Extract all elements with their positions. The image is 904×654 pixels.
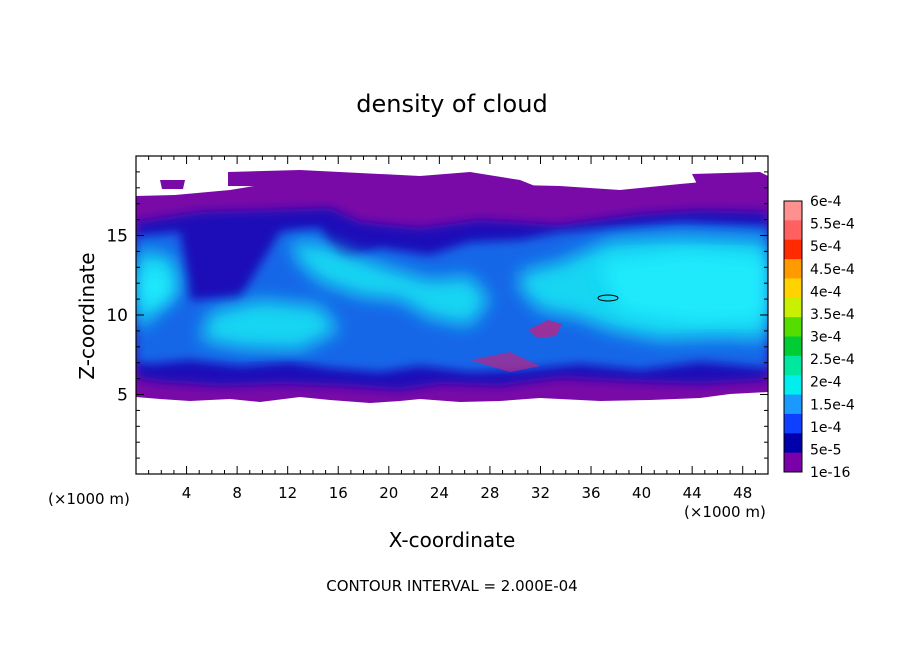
colorbar-label: 2.5e-4 xyxy=(810,352,855,368)
x-tick-label: 12 xyxy=(278,484,297,502)
x-tick-label: 44 xyxy=(683,484,702,502)
colorbar-label: 1e-16 xyxy=(810,465,850,481)
x-tick-label: 36 xyxy=(581,484,600,502)
x-axis-label: X-coordinate xyxy=(389,528,516,552)
x-axis-ticks: 4 8 12 16 20 24 28 32 36 40 44 48 xyxy=(148,156,756,502)
x-tick-label: 32 xyxy=(531,484,550,502)
colorbar-swatch xyxy=(784,336,802,357)
cloud-magenta-streak-2 xyxy=(470,352,540,372)
plot-area xyxy=(136,156,768,474)
cloud-patch-upper-right xyxy=(692,172,768,190)
colorbar-swatch xyxy=(784,413,802,434)
x-tick-label: 8 xyxy=(232,484,242,502)
cloud-magenta-streak-1 xyxy=(528,320,562,338)
colorbar-swatch xyxy=(784,375,802,396)
colorbar-swatch xyxy=(784,259,802,279)
colorbar-swatch xyxy=(784,433,802,454)
colorbar-swatch xyxy=(784,278,802,299)
colorbar-frame xyxy=(783,200,803,473)
y-tick-label: 15 xyxy=(106,227,128,247)
colorbar-label: 3.5e-4 xyxy=(810,307,855,323)
contour-line-2e-4 xyxy=(597,294,619,302)
x-tick-label: 28 xyxy=(480,484,499,502)
x-tick-label: 24 xyxy=(430,484,449,502)
x-tick-label: 48 xyxy=(733,484,752,502)
colorbar-swatch xyxy=(784,201,802,221)
cloud-patch-upper-left xyxy=(160,180,185,189)
x-unit-note: (×1000 m) xyxy=(684,503,766,521)
cloud-patch-upper-middle xyxy=(228,170,540,188)
colorbar-swatch xyxy=(784,317,802,337)
colorbar-label: 3e-4 xyxy=(810,330,842,346)
colorbar-label: 4.5e-4 xyxy=(810,262,855,278)
x-tick-label: 4 xyxy=(182,484,192,502)
cloud-core-bright xyxy=(140,252,768,322)
colorbar-label: 4e-4 xyxy=(810,284,842,300)
y-axis-label: Z-coordinate xyxy=(75,252,99,379)
contour-interval-note: CONTOUR INTERVAL = 2.000E-04 xyxy=(326,577,577,595)
x-tick-label: 40 xyxy=(632,484,651,502)
colorbar-label: 5.5e-4 xyxy=(810,217,855,233)
colorbar-label: 5e-5 xyxy=(810,442,841,458)
colorbar-label: 2e-4 xyxy=(810,375,842,391)
x-tick-label: 20 xyxy=(379,484,398,502)
colorbar-swatch xyxy=(784,239,802,260)
y-tick-label: 10 xyxy=(106,306,128,326)
y-unit-note: (×1000 m) xyxy=(48,490,130,508)
colorbar-swatch xyxy=(784,355,802,376)
colorbar-label: 5e-4 xyxy=(810,239,842,255)
colorbar-label: 1.5e-4 xyxy=(810,397,855,413)
colorbar-swatch xyxy=(784,220,802,241)
colorbar-swatch xyxy=(784,297,802,318)
colorbar-swatch xyxy=(784,452,802,473)
colorbar-label: 6e-4 xyxy=(810,194,842,210)
chart-title: density of cloud xyxy=(356,90,547,118)
colorbar-label: 1e-4 xyxy=(810,420,842,436)
colorbar: 6e-4 5.5e-4 5e-4 4.5e-4 4e-4 3.5e-4 3e-4 2.5e-4… xyxy=(783,194,855,481)
colorbar-swatch xyxy=(784,394,802,415)
x-tick-label: 16 xyxy=(329,484,348,502)
y-tick-label: 5 xyxy=(117,386,128,406)
y-axis-ticks: 5 10 15 xyxy=(106,171,768,459)
